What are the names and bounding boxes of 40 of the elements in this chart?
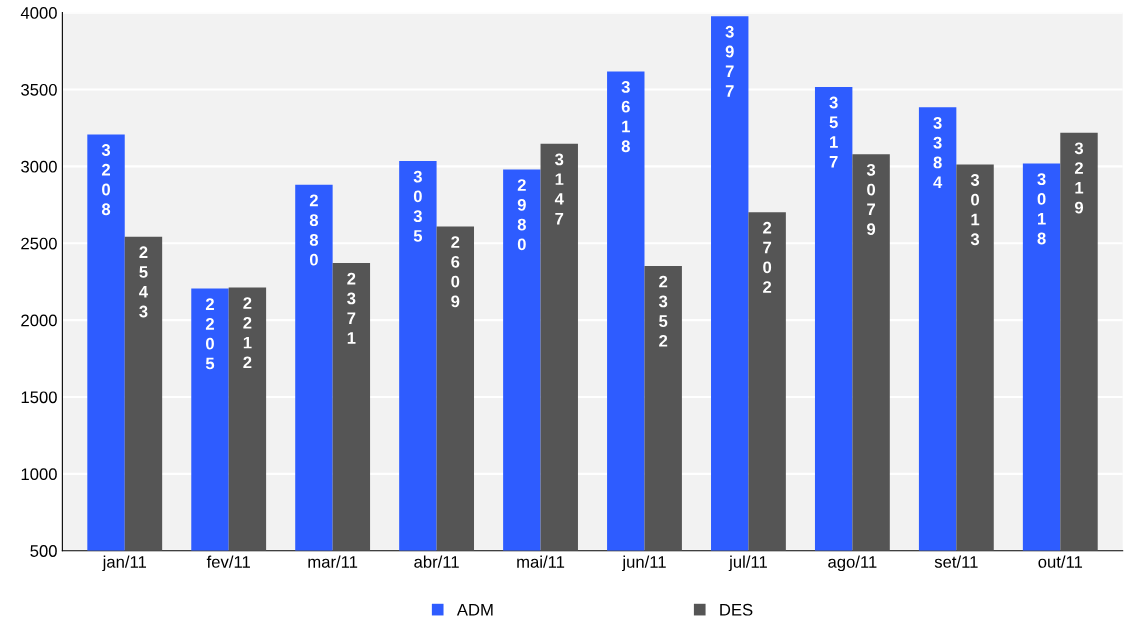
x-tick-label: ago/11 xyxy=(828,555,877,572)
y-tick-label: 4000 xyxy=(20,7,57,19)
data-label: 2 3 5 2 xyxy=(658,275,668,347)
data-label: 3 0 3 5 xyxy=(413,170,423,242)
x-tick-label: abr/11 xyxy=(414,555,459,568)
data-label: 3 0 1 3 xyxy=(970,174,980,246)
data-label: 2 3 7 1 xyxy=(347,272,356,344)
data-label: 2 5 4 3 xyxy=(139,246,148,318)
data-label: 3 6 1 8 xyxy=(621,81,630,153)
x-tick-label: out/11 xyxy=(1038,555,1083,568)
legend-label: ADM xyxy=(456,603,493,616)
y-tick-label: 3000 xyxy=(21,160,57,173)
data-label: 3 2 0 8 xyxy=(101,144,111,216)
data-label: 3 0 7 9 xyxy=(866,163,876,235)
data-label: 3 5 1 7 xyxy=(829,96,838,168)
data-label: 3 9 7 7 xyxy=(725,25,734,97)
x-tick-label: mai/11 xyxy=(517,555,565,568)
data-label: 2 7 0 2 xyxy=(763,221,772,293)
y-tick-label: 2500 xyxy=(21,237,57,250)
data-label: 3 1 4 7 xyxy=(554,153,564,225)
legend-label: DES xyxy=(720,603,753,616)
data-label: 2 2 1 2 xyxy=(243,297,252,369)
y-tick-label: 2000 xyxy=(21,314,57,327)
x-tick-label: jun/11 xyxy=(622,555,666,572)
x-tick-label: fev/11 xyxy=(206,555,250,568)
y-tick-label: 1500 xyxy=(21,391,57,404)
x-tick-label: set/11 xyxy=(934,555,978,568)
data-label: 2 9 8 0 xyxy=(517,179,526,251)
data-label: 2 2 0 5 xyxy=(205,298,215,370)
x-tick-label: jan/11 xyxy=(102,555,147,572)
x-tick-label: jul/11 xyxy=(728,555,767,572)
data-label: 3 0 1 8 xyxy=(1037,173,1046,245)
data-label: 3 2 1 9 xyxy=(1074,142,1084,214)
data-label: 2 8 8 0 xyxy=(309,194,319,266)
x-tick-label: mar/11 xyxy=(308,555,358,568)
data-label: 2 6 0 9 xyxy=(451,236,460,308)
y-tick-label: 500 xyxy=(30,545,57,557)
data-label: 3 3 8 4 xyxy=(933,117,943,188)
y-tick-label: 1000 xyxy=(21,468,57,481)
y-tick-label: 3500 xyxy=(21,83,57,96)
